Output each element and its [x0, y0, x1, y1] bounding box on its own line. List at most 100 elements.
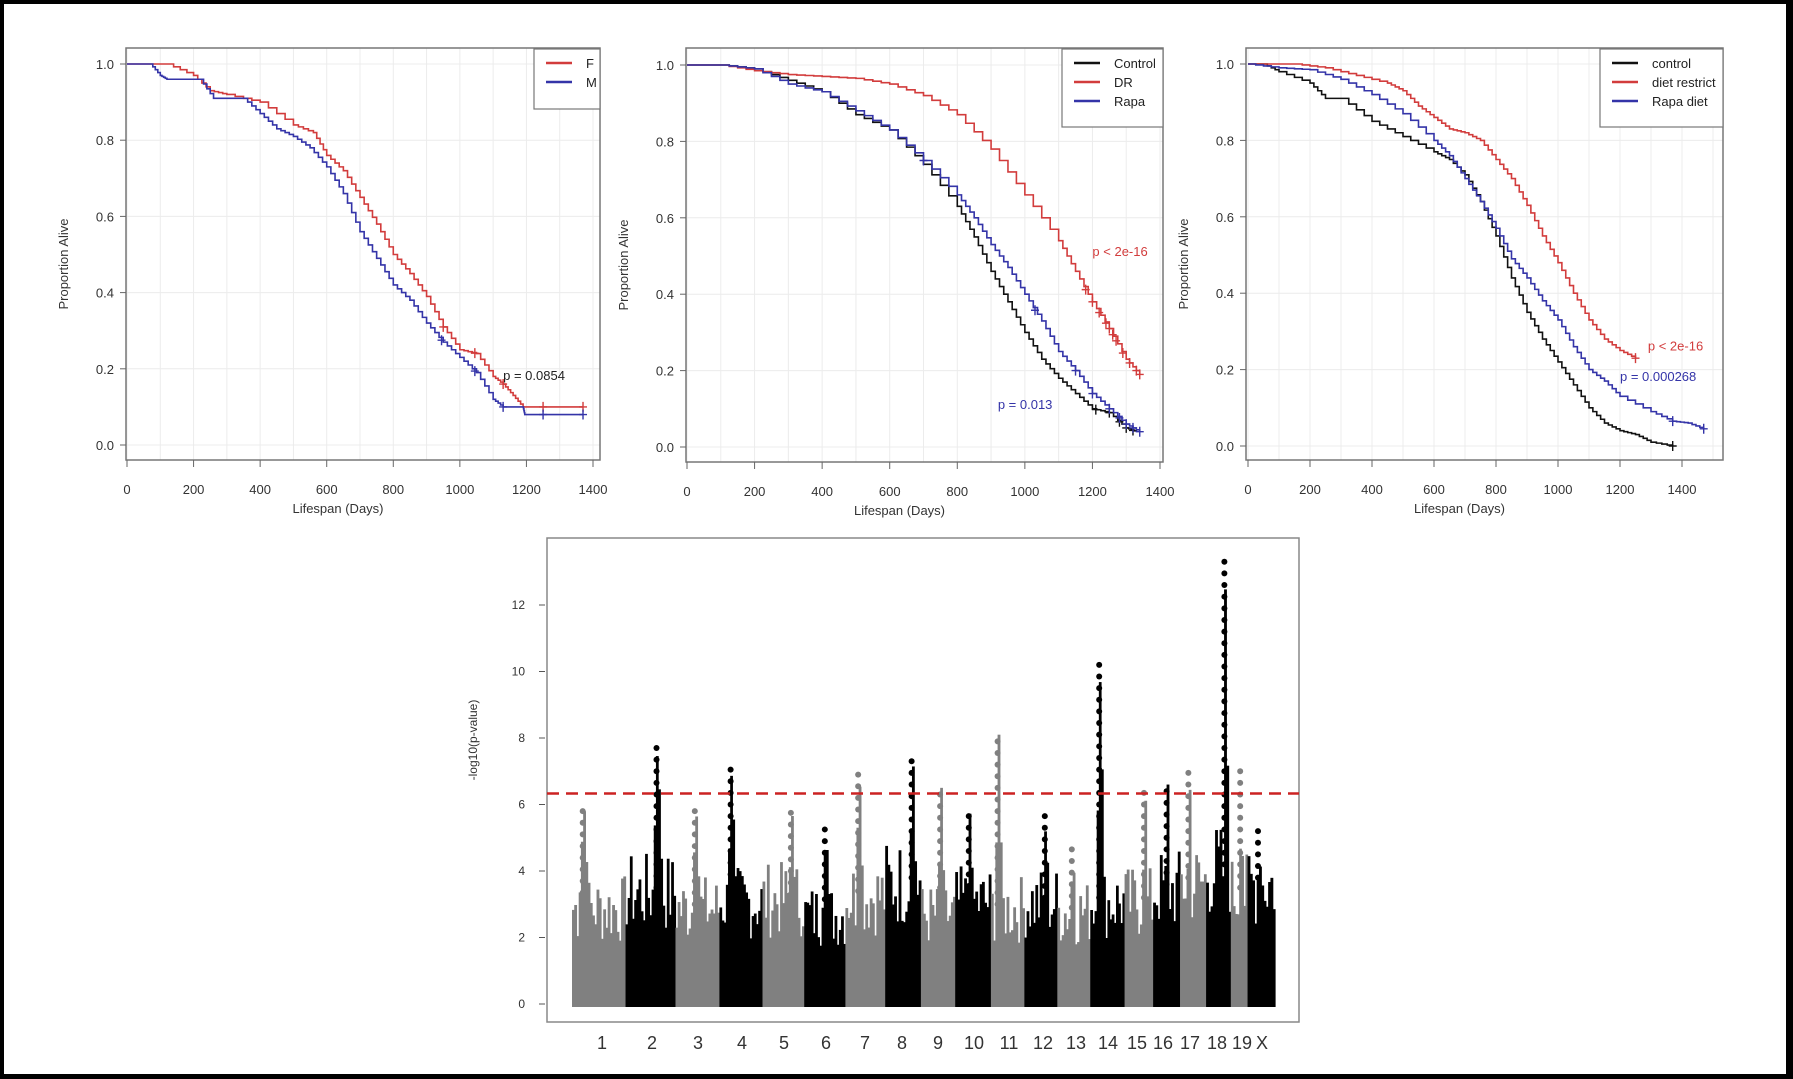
chromosome-label: X [1256, 1033, 1268, 1053]
snp-point [1221, 663, 1228, 670]
snp-column [1113, 922, 1117, 1007]
censor-mark [1668, 416, 1677, 427]
snp-column [799, 936, 803, 1007]
snp-point [1163, 799, 1170, 806]
snp-point [855, 771, 862, 778]
y-tick-label: 0.0 [1216, 439, 1234, 454]
snp-point [994, 889, 1001, 896]
p-value-annotation: p = 0.0854 [503, 368, 565, 383]
snp-column [725, 884, 729, 1007]
snp-column [948, 915, 952, 1007]
snp-column [576, 936, 580, 1007]
snp-point [1068, 892, 1075, 899]
snp-point [994, 784, 1001, 791]
snp-column [841, 916, 844, 1007]
snp-point [1254, 863, 1261, 870]
snp-point [908, 851, 915, 858]
snp-point [691, 866, 698, 873]
snp-column [701, 898, 705, 1007]
chromosome-7 [845, 771, 886, 1007]
snp-point [965, 813, 972, 820]
snp-column [607, 897, 611, 1007]
snp-column [653, 825, 657, 1007]
snp-point [821, 861, 828, 868]
snp-column [931, 904, 935, 1007]
snp-point [1221, 779, 1228, 786]
snp-point [1096, 894, 1103, 901]
snp-point [727, 801, 734, 808]
snp-column [684, 898, 688, 1007]
snp-column [880, 877, 884, 1007]
snp-column [1063, 913, 1067, 1007]
snp-point [1221, 628, 1228, 635]
snp-point [1237, 849, 1244, 856]
snp-point [937, 803, 944, 810]
snp-point [787, 809, 794, 816]
snp-column [1162, 880, 1165, 1007]
snp-point [1041, 848, 1048, 855]
snp-column [677, 902, 681, 1007]
x-tick-label: 1400 [1668, 482, 1697, 497]
snp-column [675, 927, 679, 1007]
snp-point [787, 821, 794, 828]
censor-mark [470, 348, 479, 359]
snp-point [1140, 836, 1147, 843]
snp-column [896, 921, 900, 1007]
censor-mark [1122, 419, 1131, 430]
snp-column [723, 922, 727, 1007]
y-tick-label: 0.6 [1216, 210, 1234, 225]
snp-column [1019, 877, 1023, 1007]
x-tick-label: 0 [683, 484, 690, 499]
snp-point [653, 849, 660, 856]
snp-column [627, 897, 631, 1007]
snp-column [753, 913, 757, 1007]
snp-point [727, 894, 734, 901]
snp-point [653, 826, 660, 833]
snp-column [775, 904, 779, 1007]
snp-column [925, 920, 928, 1007]
legend-label: Rapa diet [1652, 94, 1708, 109]
snp-column [874, 935, 877, 1007]
snp-point [1096, 848, 1103, 855]
snp-column [1254, 923, 1258, 1007]
chromosome-1 [572, 808, 627, 1007]
p-value-annotation: p = 0.000268 [1620, 369, 1696, 384]
snp-column [891, 904, 895, 1007]
snp-point [1096, 708, 1103, 715]
chromosome-label: 5 [779, 1033, 789, 1053]
censor-mark [1088, 296, 1097, 307]
chromosome-label: 14 [1098, 1033, 1118, 1053]
snp-point [1096, 813, 1103, 820]
x-tick-label: 0 [1244, 482, 1251, 497]
y-tick-label: 10 [512, 665, 526, 679]
snp-column [1247, 856, 1251, 1007]
snp-column [869, 898, 873, 1007]
legend-label: F [586, 56, 594, 71]
snp-column [946, 921, 950, 1007]
snp-point [994, 854, 1001, 861]
chromosome-5 [762, 809, 805, 1007]
y-tick-label: 0 [518, 997, 525, 1011]
snp-column [1120, 923, 1124, 1007]
snp-point [1140, 871, 1147, 878]
x-tick-label: 200 [744, 484, 766, 499]
snp-column [1142, 869, 1145, 1007]
snp-point [1221, 768, 1228, 775]
y-tick-label: 4 [518, 864, 525, 878]
y-tick-label: 2 [518, 931, 525, 945]
snp-point [691, 877, 698, 884]
snp-point [1068, 881, 1075, 888]
snp-column [1199, 881, 1203, 1007]
snp-column [1272, 909, 1276, 1007]
snp-column [712, 913, 716, 1007]
snp-column [666, 858, 670, 1007]
legend-label: M [586, 75, 597, 90]
snp-column [1258, 866, 1262, 1007]
snp-point [937, 884, 944, 891]
chromosome-label: 12 [1033, 1033, 1053, 1053]
snp-point [855, 864, 862, 871]
snp-column [1193, 893, 1196, 1007]
snp-column [995, 842, 999, 1007]
chromosome-label: 3 [693, 1033, 703, 1053]
x-tick-label: 200 [183, 482, 205, 497]
